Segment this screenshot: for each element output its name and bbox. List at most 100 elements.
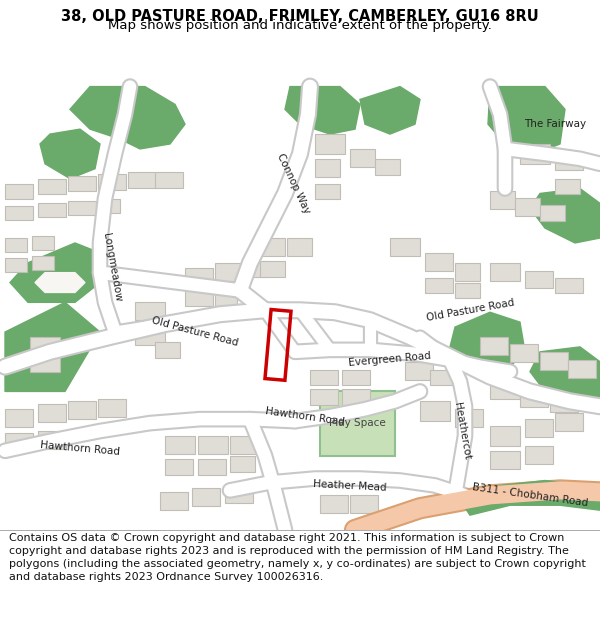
Bar — [215, 262, 243, 281]
Bar — [315, 184, 340, 199]
Text: Map shows position and indicative extent of the property.: Map shows position and indicative extent… — [108, 19, 492, 31]
Bar — [540, 206, 565, 221]
Polygon shape — [460, 481, 600, 515]
Bar — [420, 401, 450, 421]
Bar — [515, 198, 540, 216]
Text: Connop Way: Connop Way — [275, 152, 311, 215]
Bar — [38, 203, 66, 217]
Bar — [455, 262, 480, 281]
Polygon shape — [40, 129, 100, 179]
Bar — [490, 451, 520, 469]
Bar — [185, 291, 213, 306]
Text: The Fairway: The Fairway — [524, 119, 586, 129]
Bar — [198, 436, 228, 454]
Bar — [198, 459, 226, 474]
Bar — [215, 291, 237, 306]
Text: Hawthorn Road: Hawthorn Road — [265, 406, 345, 427]
Bar — [230, 436, 258, 454]
Bar — [245, 261, 267, 277]
Bar — [525, 419, 553, 437]
Polygon shape — [360, 87, 420, 134]
Bar — [185, 268, 213, 286]
Bar — [315, 159, 340, 177]
Text: Evergreen Road: Evergreen Road — [349, 351, 431, 368]
Bar — [68, 401, 96, 419]
Bar — [350, 149, 375, 167]
Polygon shape — [10, 243, 100, 302]
Bar — [490, 426, 520, 446]
Bar — [350, 496, 378, 513]
Text: Play Space: Play Space — [329, 418, 385, 428]
Bar — [260, 261, 285, 277]
Bar — [555, 152, 583, 170]
Bar — [320, 496, 348, 513]
Bar — [315, 134, 345, 154]
Bar — [490, 191, 515, 209]
Bar — [375, 159, 400, 174]
Bar — [155, 172, 183, 187]
Polygon shape — [285, 87, 360, 134]
Bar — [540, 352, 568, 369]
Bar — [5, 184, 33, 199]
Bar — [98, 174, 126, 189]
Text: Contains OS data © Crown copyright and database right 2021. This information is : Contains OS data © Crown copyright and d… — [9, 533, 586, 582]
Bar — [405, 362, 433, 379]
Text: Hawthorn Road: Hawthorn Road — [40, 441, 120, 458]
Bar — [490, 381, 520, 399]
Text: 38, OLD PASTURE ROAD, FRIMLEY, CAMBERLEY, GU16 8RU: 38, OLD PASTURE ROAD, FRIMLEY, CAMBERLEY… — [61, 9, 539, 24]
Bar — [160, 492, 188, 510]
Polygon shape — [35, 272, 85, 292]
Bar — [310, 389, 338, 405]
Polygon shape — [530, 189, 600, 243]
Bar — [480, 337, 508, 355]
Bar — [525, 271, 553, 289]
Polygon shape — [5, 302, 100, 391]
Bar — [525, 446, 553, 464]
Bar — [490, 262, 520, 281]
Bar — [5, 433, 33, 451]
Bar — [510, 344, 538, 362]
Polygon shape — [70, 87, 185, 149]
Text: Old Pasture Road: Old Pasture Road — [151, 316, 239, 348]
Bar — [342, 369, 370, 386]
Bar — [165, 436, 195, 454]
Text: Old Pasture Road: Old Pasture Road — [425, 298, 515, 323]
Polygon shape — [450, 312, 525, 372]
Bar — [38, 431, 66, 449]
Text: Heather Mead: Heather Mead — [313, 479, 387, 492]
Bar — [165, 459, 193, 474]
Bar — [555, 413, 583, 431]
Bar — [68, 201, 96, 215]
Bar — [38, 404, 66, 422]
Bar — [455, 282, 480, 298]
Bar — [555, 179, 580, 194]
Bar — [455, 409, 483, 427]
Polygon shape — [30, 337, 60, 372]
Bar — [98, 399, 126, 417]
Bar — [425, 253, 453, 271]
Bar — [98, 199, 120, 213]
Bar — [192, 488, 220, 506]
Bar — [68, 176, 96, 191]
Polygon shape — [320, 391, 395, 456]
Bar — [310, 369, 338, 386]
Bar — [520, 144, 550, 164]
Bar — [520, 389, 548, 408]
Bar — [32, 256, 54, 269]
Bar — [260, 238, 285, 256]
Bar — [155, 342, 180, 357]
Bar — [128, 172, 156, 187]
Bar — [230, 456, 255, 472]
Bar — [38, 179, 66, 194]
Bar — [5, 238, 27, 252]
Bar — [568, 360, 596, 378]
Bar — [225, 486, 253, 503]
Bar — [5, 409, 33, 427]
Text: B311 - Chobham Road: B311 - Chobham Road — [472, 482, 589, 508]
Bar — [5, 206, 33, 220]
Bar — [5, 258, 27, 272]
Text: Heathercot: Heathercot — [452, 402, 472, 461]
Bar — [425, 278, 453, 294]
Bar — [550, 396, 578, 412]
Polygon shape — [488, 87, 565, 154]
